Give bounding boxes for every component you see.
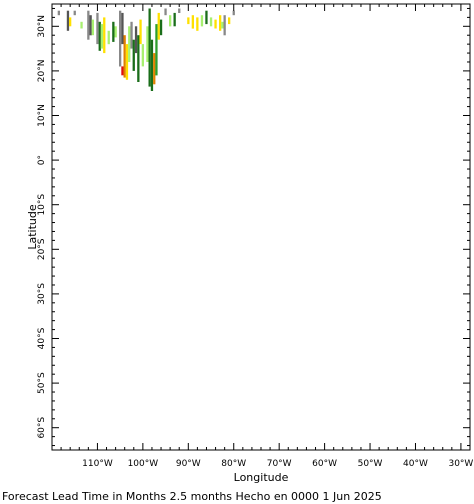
lat-tick-label: 40°S [37,327,47,349]
forecast-cell-7 [91,19,94,36]
forecast-cell-0 [57,10,60,16]
forecast-cell-8 [96,12,99,45]
forecast-cell-37 [178,8,181,13]
forecast-cell-1 [66,10,70,31]
forecast-cell-25 [139,19,142,45]
lat-tick-label: 10°N [37,104,47,127]
forecast-cell-19 [125,44,129,80]
forecast-cell-17 [121,66,124,76]
lon-tick-label: 60°W [312,459,337,469]
lon-tick-label: 30°W [448,459,473,469]
lon-tick-label: 90°W [176,459,201,469]
forecast-cell-24 [137,35,140,82]
y-axis-title: Latitude [26,204,39,250]
forecast-cell-39 [191,15,194,29]
forecast-cell-31 [155,24,158,76]
forecast-cell-16 [121,12,124,45]
forecast-cell-35 [169,15,172,27]
x-axis-title: Longitude [234,471,289,484]
forecast-cell-6 [89,15,92,36]
forecast-cell-47 [223,15,226,36]
forecast-cell-36 [173,12,176,27]
forecast-cell-34 [164,8,167,16]
forecast-cell-30 [153,53,156,85]
forecast-cell-12 [107,30,110,45]
axis-ticks: 110°W 100°W 90°W 80°W 70°W 60°W 50°W 40°W 30°W 30… [37,4,473,469]
forecast-cell-3 [73,10,76,16]
forecast-cell-15 [119,10,122,67]
lon-tick-label: 80°W [221,459,246,469]
forecast-cell-23 [134,26,138,54]
forecast-cell-9 [98,21,101,51]
forecast-cell-49 [232,10,235,16]
forecast-cell-21 [130,21,133,49]
forecast-cell-33 [159,19,163,36]
forecast-cell-26 [141,44,144,67]
lat-tick-label: 30°S [37,283,47,305]
lat-tick-label: 20°N [37,60,47,83]
forecast-cell-14 [114,26,117,38]
lat-tick-label: 0° [37,155,47,165]
forecast-cell-20 [128,26,131,62]
forecast-cell-13 [112,21,115,42]
lat-tick-label: 10°S [37,194,47,216]
forecast-cell-45 [219,15,222,31]
forecast-cell-4 [80,21,83,29]
forecast-cell-18 [123,35,126,78]
forecast-cell-2 [69,17,72,27]
lat-tick-label: 20°S [37,238,47,260]
forecast-cells-layer [57,8,235,91]
lon-tick-label: 100°W [128,459,159,469]
forecast-cell-44 [214,19,217,29]
forecast-cell-41 [200,15,204,27]
lon-tick-label: 50°W [358,459,383,469]
forecast-cell-38 [187,17,190,25]
lon-tick-label: 70°W [267,459,292,469]
forecast-caption: Forecast Lead Time in Months 2.5 months … [2,490,382,503]
forecast-cell-28 [148,8,151,87]
forecast-cell-40 [196,17,199,31]
forecast-cell-22 [132,39,135,71]
forecast-cell-27 [146,26,149,62]
forecast-cell-42 [205,10,208,25]
plot-frame [51,3,471,451]
forecast-cell-46 [221,21,224,29]
forecast-cell-10 [100,24,104,49]
lat-tick-label: 30°N [37,15,47,38]
lon-tick-label: 110°W [82,459,113,469]
forecast-cell-43 [209,17,213,27]
forecast-cell-29 [150,39,154,91]
forecast-cell-48 [228,17,231,25]
lat-tick-label: 50°S [37,372,47,394]
lat-tick-label: 60°S [37,417,47,439]
lon-tick-label: 40°W [403,459,428,469]
forecast-cell-11 [103,17,106,54]
forecast-cell-32 [157,12,160,40]
forecast-cell-5 [87,10,90,40]
